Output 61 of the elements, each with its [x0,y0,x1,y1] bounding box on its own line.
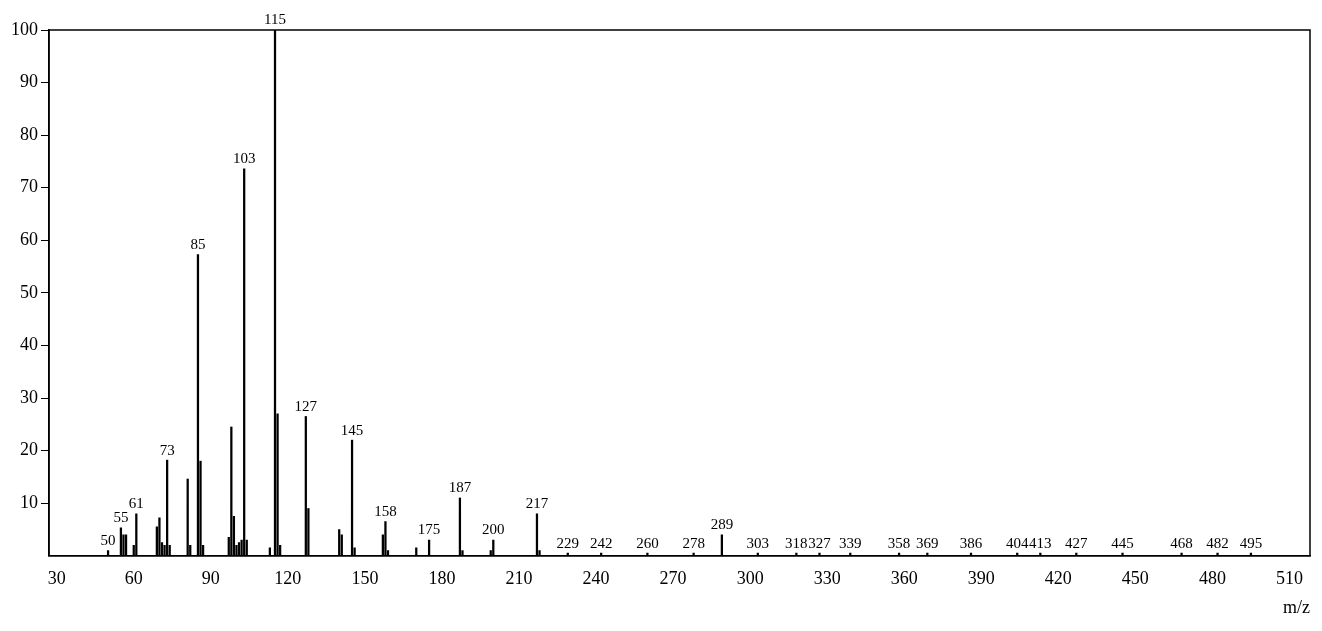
x-tick-label: 30 [47,568,66,589]
annotation: 115 [264,11,286,28]
annotation: 145 [340,421,364,438]
x-tick-label: 60 [124,568,143,589]
annotation: 73 [159,441,175,458]
x-tick-label: 90 [201,568,220,589]
x-tick-label: 360 [890,568,918,589]
annotation: 289 [710,516,734,533]
annotation: 369 [916,534,939,551]
annotation: 427 [1065,534,1089,551]
annotation: 468 [1170,534,1193,551]
y-tick-label: 80 [20,123,38,144]
annotation: 103 [232,150,256,167]
x-tick-label: 510 [1275,568,1303,589]
annotation: 229 [556,534,580,551]
x-tick-label: 150 [351,568,379,589]
x-tick-label: 120 [274,568,302,589]
y-tick-label: 100 [11,18,38,39]
y-tick-label: 10 [20,491,38,512]
annotation: 413 [1029,534,1052,551]
annotation: 318 [785,534,808,551]
annotation: 327 [808,534,832,551]
x-tick-label: 300 [736,568,764,589]
annotation: 217 [525,495,549,512]
annotation: 445 [1111,534,1134,551]
annotation: 260 [636,534,659,551]
annotation: 158 [374,503,397,520]
annotation: 386 [959,534,983,551]
x-tick-label: 210 [505,568,533,589]
y-tick-label: 90 [20,71,38,92]
x-tick-label: 390 [967,568,995,589]
annotation: 242 [589,534,613,551]
x-tick-label: 270 [659,568,687,589]
annotation: 339 [839,534,862,551]
annotation: 404 [1005,534,1029,551]
annotation: 200 [482,521,505,538]
annotation: 127 [294,397,318,414]
annotation: 482 [1206,534,1229,551]
y-tick-label: 70 [20,176,38,197]
annotation: 61 [128,495,144,512]
x-tick-label: 240 [582,568,610,589]
annotation: 303 [746,534,770,551]
y-tick-label: 30 [20,386,38,407]
x-tick-label: 450 [1121,568,1149,589]
x-tick-label: 330 [813,568,841,589]
annotation: 358 [887,534,911,551]
x-tick-label: 420 [1044,568,1072,589]
annotation: 55 [113,509,129,526]
x-tick-label: 180 [428,568,456,589]
x-tick-label: 480 [1198,568,1226,589]
annotation: 495 [1239,534,1263,551]
x-axis-title: m/z [1283,596,1310,617]
annotation: 187 [448,479,472,496]
annotation: 85 [190,235,206,252]
y-tick-label: 40 [20,334,38,355]
annotation: 278 [682,534,705,551]
annotation: 175 [417,521,441,538]
y-tick-label: 60 [20,229,38,250]
annotation: 50 [100,531,116,548]
y-tick-label: 50 [20,281,38,302]
y-tick-label: 20 [20,439,38,460]
